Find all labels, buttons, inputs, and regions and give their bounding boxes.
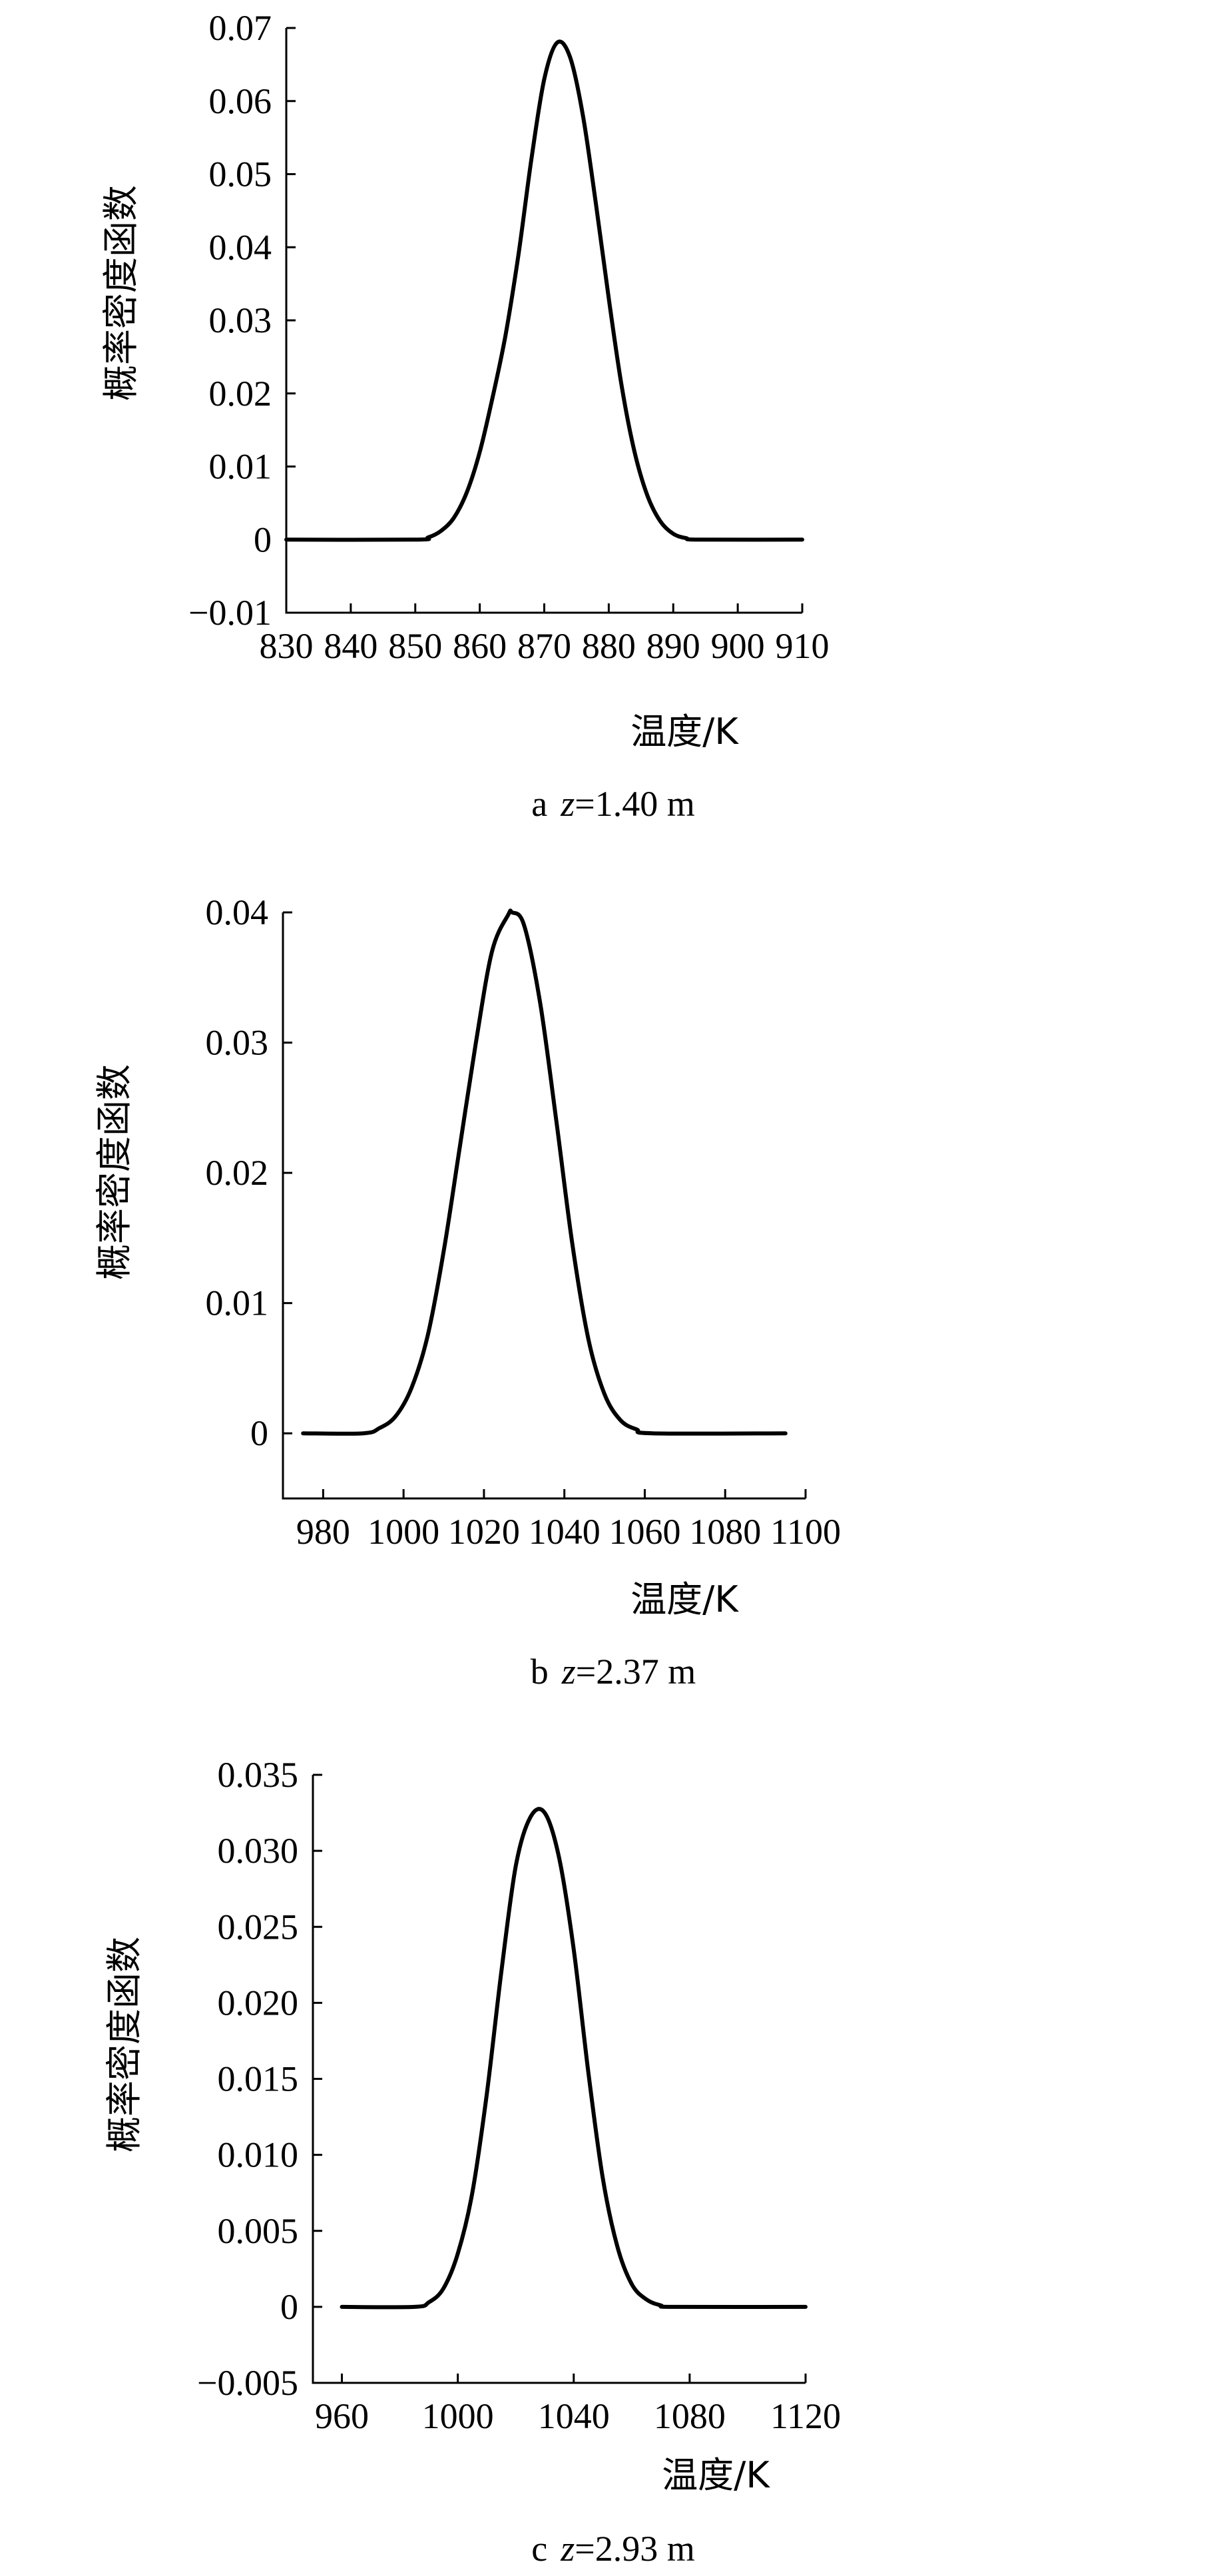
x-tick-label-c: 960 <box>315 2396 369 2436</box>
axes-frame-b <box>282 912 806 1500</box>
caption-letter-a: a <box>531 784 547 824</box>
x-tick-label-b: 980 <box>296 1512 350 1552</box>
caption-letter-b: b <box>531 1652 549 1692</box>
y-tick-label-a: 0.01 <box>209 447 272 487</box>
caption-a: a z=1.40 m <box>531 784 694 824</box>
panel-c: −0.005 0 0.005 0.010 0.015 0.020 0.025 0.030 0.0… <box>103 1755 841 2569</box>
panel-a: −0.01 0 0.01 0.02 0.03 0.04 0.05 0.06 0.07 830 840… <box>100 8 830 824</box>
caption-var-b: z <box>561 1652 576 1692</box>
y-tick-label-c: −0.005 <box>197 2363 298 2403</box>
y-tick-label-a: 0.05 <box>209 155 272 194</box>
x-tick-label-a: 850 <box>388 626 442 666</box>
x-tick-label-b: 1000 <box>368 1512 439 1552</box>
caption-c: c z=2.93 m <box>531 2529 694 2569</box>
y-tick-label-a: 0.02 <box>209 374 272 414</box>
x-axis-title-b: 温度/K <box>630 1578 739 1620</box>
y-tick-label-c: 0.035 <box>218 1755 299 1795</box>
y-tick-label-b: 0 <box>250 1413 268 1453</box>
y-tick-label-b: 0.02 <box>206 1153 269 1193</box>
x-tick-label-c: 1000 <box>422 2396 494 2436</box>
caption-letter-c: c <box>531 2529 547 2569</box>
x-tick-label-a: 830 <box>260 626 314 666</box>
x-tick-label-a: 860 <box>453 626 507 666</box>
x-tick-label-c: 1080 <box>654 2396 726 2436</box>
y-tick-label-a: 0 <box>254 519 272 559</box>
axes-c: −0.005 0 0.005 0.010 0.015 0.020 0.025 0.030 0.0… <box>197 1755 841 2436</box>
axes-frame-a <box>285 28 802 614</box>
axes-b: 0 0.01 0.02 0.03 0.04 980 1000 1020 1040 1060 1080… <box>206 892 842 1552</box>
x-tick-label-a: 910 <box>776 626 830 666</box>
y-tick-label-a: 0.06 <box>209 81 272 121</box>
x-tick-label-c: 1120 <box>770 2396 841 2436</box>
x-axis-title-c: 温度/K <box>662 2454 770 2496</box>
y-tick-label-c: 0.030 <box>218 1831 299 1871</box>
y-tick-label-b: 0.03 <box>206 1023 269 1063</box>
y-tick-label-a: 0.07 <box>209 8 272 48</box>
y-tick-label-c: 0.020 <box>218 1983 299 2023</box>
y-tick-label-a: 0.04 <box>209 227 272 267</box>
x-tick-label-b: 1060 <box>609 1512 680 1552</box>
x-tick-label-a: 840 <box>324 626 377 666</box>
pdf-curve-b <box>301 908 788 1436</box>
x-tick-label-b: 1100 <box>770 1512 841 1552</box>
x-tick-label-a: 880 <box>582 626 636 666</box>
x-tick-label-b: 1040 <box>529 1512 601 1552</box>
x-tick-label-a: 870 <box>517 626 571 666</box>
caption-value-a: =1.40 m <box>575 784 694 824</box>
caption-var-c: z <box>560 2529 575 2569</box>
y-tick-label-c: 0.010 <box>218 2135 299 2175</box>
y-tick-label-b: 0.01 <box>206 1283 269 1323</box>
y-axis-title-a: 概率密度函数 <box>100 185 142 401</box>
y-tick-label-c: 0.015 <box>218 2059 299 2099</box>
x-axis-title-a: 温度/K <box>630 711 739 753</box>
y-tick-label-c: 0 <box>280 2287 298 2327</box>
caption-b: b z=2.37 m <box>531 1652 696 1692</box>
axes-a: −0.01 0 0.01 0.02 0.03 0.04 0.05 0.06 0.07 830 840… <box>188 8 829 666</box>
y-tick-label-b: 0.04 <box>206 892 269 932</box>
pdf-curve-a <box>284 39 804 542</box>
y-tick-label-a: −0.01 <box>188 593 272 633</box>
y-tick-label-a: 0.03 <box>209 300 272 340</box>
y-axis-title-b: 概率密度函数 <box>93 1064 135 1280</box>
y-axis-title-c: 概率密度函数 <box>103 1937 145 2152</box>
x-tick-label-b: 1020 <box>448 1512 520 1552</box>
x-tick-label-a: 890 <box>646 626 700 666</box>
pdf-curve-c <box>340 1807 808 2310</box>
caption-var-a: z <box>560 784 575 824</box>
y-tick-label-c: 0.025 <box>218 1907 299 1947</box>
caption-value-b: =2.37 m <box>576 1652 696 1692</box>
x-tick-label-a: 900 <box>711 626 765 666</box>
panel-b: 0 0.01 0.02 0.03 0.04 980 1000 1020 1040 1060 1080… <box>93 892 841 1692</box>
x-tick-label-c: 1040 <box>538 2396 610 2436</box>
caption-value-c: =2.93 m <box>575 2529 694 2569</box>
x-tick-label-b: 1080 <box>689 1512 761 1552</box>
y-tick-label-c: 0.005 <box>218 2211 299 2251</box>
